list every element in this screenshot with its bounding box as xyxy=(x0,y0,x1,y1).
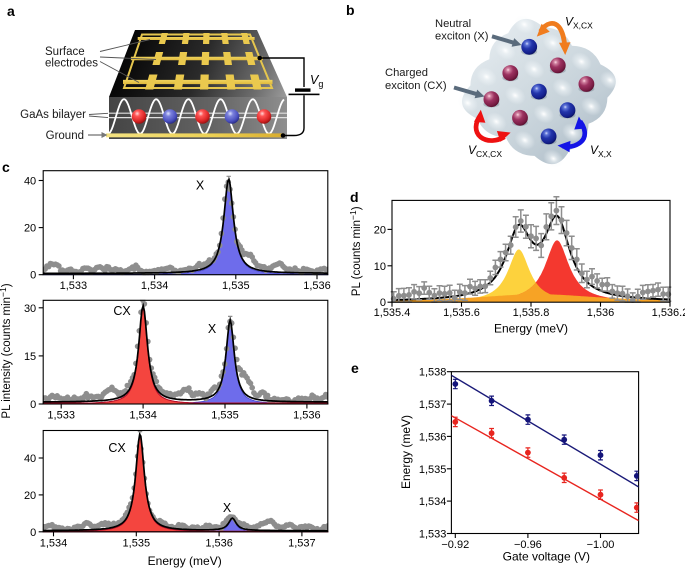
svg-text:PL intensity (counts min−1): PL intensity (counts min−1) xyxy=(0,283,13,418)
svg-text:X: X xyxy=(208,322,217,336)
svg-text:1,535: 1,535 xyxy=(123,537,151,549)
svg-text:1,536: 1,536 xyxy=(293,410,321,422)
svg-text:exciton (X): exciton (X) xyxy=(435,31,489,43)
svg-text:1,534: 1,534 xyxy=(141,280,169,292)
svg-text:1,535: 1,535 xyxy=(419,464,447,476)
svg-text:1,534: 1,534 xyxy=(129,410,157,422)
svg-text:c: c xyxy=(2,159,10,175)
svg-text:PL (counts min−1): PL (counts min−1) xyxy=(348,206,363,296)
svg-text:20: 20 xyxy=(374,224,386,236)
svg-text:1,535.4: 1,535.4 xyxy=(374,307,411,319)
svg-text:Vg: Vg xyxy=(310,73,323,89)
svg-text:1,534: 1,534 xyxy=(40,537,68,549)
svg-text:d: d xyxy=(350,189,359,205)
svg-text:Charged: Charged xyxy=(385,67,428,79)
svg-text:1,537: 1,537 xyxy=(419,399,447,411)
svg-text:Ground: Ground xyxy=(46,130,84,142)
svg-text:1,533: 1,533 xyxy=(47,410,75,422)
svg-text:1,534: 1,534 xyxy=(419,496,447,508)
svg-text:electrodes: electrodes xyxy=(45,58,98,70)
svg-text:20: 20 xyxy=(24,490,36,502)
svg-text:Gate voltage (V): Gate voltage (V) xyxy=(503,550,590,564)
svg-text:1,535: 1,535 xyxy=(211,410,239,422)
svg-text:CX: CX xyxy=(113,304,131,318)
svg-text:0: 0 xyxy=(30,270,36,282)
svg-text:1,537: 1,537 xyxy=(288,537,316,549)
svg-text:Surface: Surface xyxy=(45,46,85,58)
svg-text:1,535: 1,535 xyxy=(222,280,250,292)
svg-text:1,533: 1,533 xyxy=(419,529,447,541)
svg-text:1,536: 1,536 xyxy=(205,537,233,549)
svg-text:1,535.8: 1,535.8 xyxy=(513,307,550,319)
svg-text:VCX,CX: VCX,CX xyxy=(468,143,502,159)
svg-text:40: 40 xyxy=(24,176,36,188)
svg-text:15: 15 xyxy=(24,351,36,363)
svg-text:exciton (CX): exciton (CX) xyxy=(385,80,447,92)
svg-text:1,536.2: 1,536.2 xyxy=(652,307,685,319)
svg-text:0: 0 xyxy=(30,399,36,411)
svg-text:X: X xyxy=(223,501,232,515)
svg-text:1,536: 1,536 xyxy=(419,431,447,443)
svg-text:Neutral: Neutral xyxy=(435,18,471,30)
svg-text:1,535.6: 1,535.6 xyxy=(443,307,480,319)
svg-text:30: 30 xyxy=(24,303,36,315)
svg-text:−1.00: −1.00 xyxy=(587,539,615,551)
svg-text:VX,X: VX,X xyxy=(590,143,612,159)
svg-text:1,533: 1,533 xyxy=(60,280,88,292)
svg-text:1,536: 1,536 xyxy=(303,280,331,292)
svg-text:X: X xyxy=(196,179,205,193)
svg-text:0: 0 xyxy=(380,297,386,309)
svg-text:20: 20 xyxy=(24,223,36,235)
svg-text:Energy (meV): Energy (meV) xyxy=(494,322,568,336)
svg-text:a: a xyxy=(7,3,15,19)
svg-text:−0.96: −0.96 xyxy=(514,539,542,551)
svg-text:1,538: 1,538 xyxy=(419,367,447,379)
svg-text:1,536: 1,536 xyxy=(587,307,615,319)
svg-text:b: b xyxy=(346,2,355,18)
svg-text:CX: CX xyxy=(108,441,126,455)
svg-text:Energy (meV): Energy (meV) xyxy=(399,415,413,489)
svg-text:e: e xyxy=(351,360,359,376)
svg-text:40: 40 xyxy=(24,453,36,465)
svg-text:VX,CX: VX,CX xyxy=(565,15,593,31)
svg-text:0: 0 xyxy=(30,527,36,539)
svg-text:GaAs bilayer: GaAs bilayer xyxy=(20,109,86,121)
svg-text:Energy (meV): Energy (meV) xyxy=(148,554,222,568)
svg-text:10: 10 xyxy=(374,261,386,273)
svg-text:−0.92: −0.92 xyxy=(441,539,469,551)
